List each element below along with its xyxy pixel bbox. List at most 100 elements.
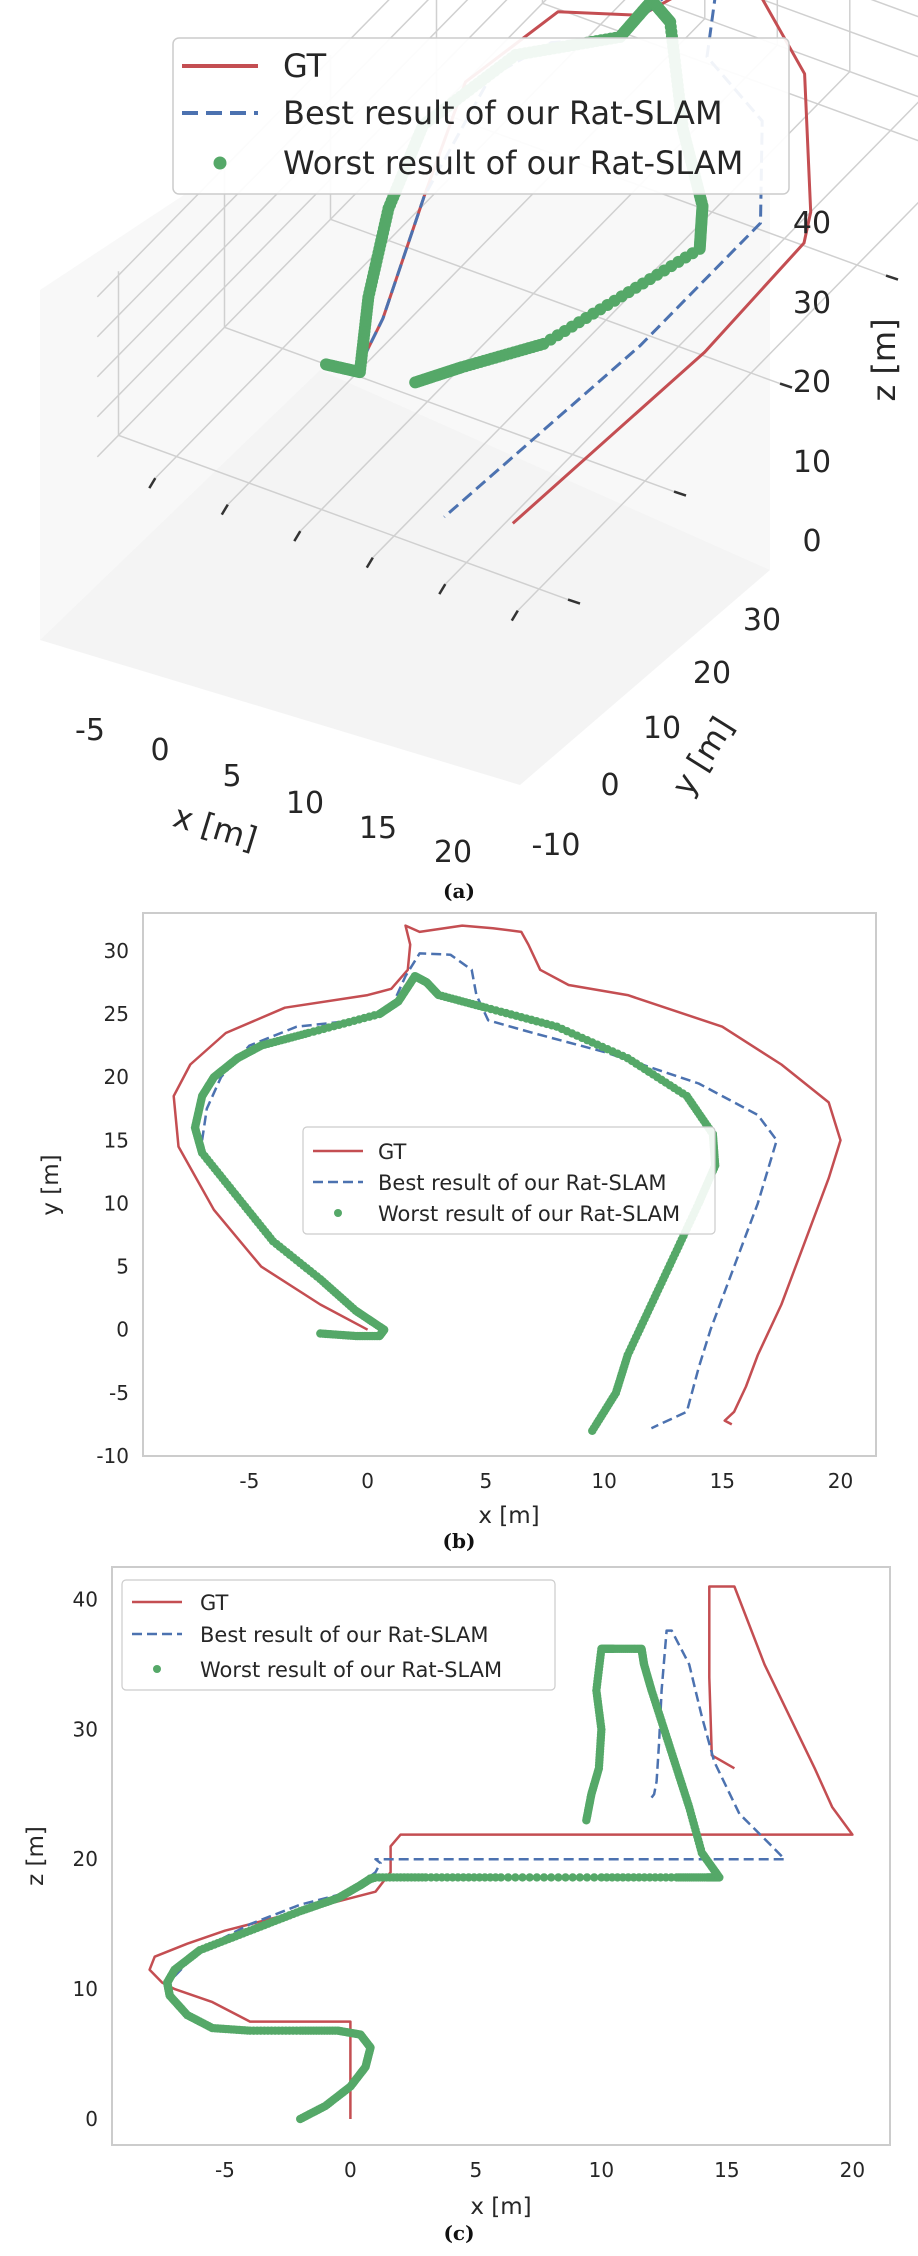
caption-a: (a) (443, 879, 475, 903)
x-tick-label: -5 (215, 2158, 235, 2182)
legend-b: GT Best result of our Rat-SLAM Worst res… (302, 1126, 716, 1235)
data-point (503, 1873, 513, 1882)
data-point (525, 1873, 534, 1882)
legend-box (302, 1126, 716, 1235)
y-tick-label: 15 (104, 1128, 129, 1152)
y-tick-label: 30 (743, 603, 781, 638)
panel-c: -5 0 5 10 15 20 0 10 20 30 40 x [m] z [m] GT Best … (23, 1566, 891, 2245)
y-tick-mark (779, 382, 793, 389)
z-axis-label-3d: z [m] (865, 318, 903, 401)
legend-label-gt: GT (378, 1140, 407, 1164)
legend-label-gt: GT (283, 47, 327, 85)
y-tick-label: 20 (104, 1065, 129, 1089)
legend-swatch-worst (153, 1665, 161, 1673)
x-tick-label: 0 (361, 1469, 374, 1493)
z-tick-label: 30 (793, 286, 831, 321)
z-tick-label: 10 (793, 445, 831, 480)
legend-label-worst: Worst result of our Rat-SLAM (378, 1202, 680, 1226)
data-point (575, 1873, 585, 1882)
caption-b: (b) (443, 1529, 476, 1553)
data-point (588, 1426, 597, 1435)
y-tick-mark (885, 274, 899, 281)
y-tick-label: 0 (85, 2107, 98, 2131)
legend-box (121, 1579, 556, 1691)
series-line-best-3d (353, 0, 764, 519)
data-point (511, 1873, 520, 1882)
caption-c: (c) (443, 2221, 474, 2245)
x-tick-label: -5 (75, 713, 105, 748)
data-point (546, 1873, 556, 1882)
x-tick-label: 20 (434, 835, 472, 870)
x-tick-label: 5 (222, 759, 241, 794)
z-tick-label: 20 (793, 365, 831, 400)
z-tick-label: 40 (793, 206, 831, 241)
x-tick-label: 10 (589, 2158, 614, 2182)
x-tick-label: 0 (344, 2158, 357, 2182)
y-tick-label: 10 (643, 711, 681, 746)
legend-label-best: Best result of our Rat-SLAM (283, 94, 723, 132)
x-tick-label: 20 (840, 2158, 865, 2182)
data-point (582, 1816, 591, 1825)
series-line-gt (148, 1585, 854, 2119)
y-tick-label: 20 (693, 656, 731, 691)
data-point (539, 1873, 549, 1882)
data-point (518, 1873, 527, 1882)
legend-label-best: Best result of our Rat-SLAM (200, 1623, 488, 1647)
y-tick-mark (673, 490, 687, 497)
legend-label-worst: Worst result of our Rat-SLAM (283, 144, 743, 182)
legend-label-worst: Worst result of our Rat-SLAM (200, 1658, 502, 1682)
legend-box (172, 37, 790, 195)
data-point (532, 1873, 542, 1882)
x-tick-mark (293, 530, 302, 542)
floor-grid-line (330, 218, 781, 385)
y-tick-mark (567, 598, 581, 605)
y-tick-label: 40 (73, 1587, 98, 1611)
floor-grid-line (517, 201, 918, 612)
floor-grid-line (444, 101, 918, 585)
y-tick-label: 30 (104, 939, 129, 963)
x-tick-label: 15 (359, 811, 397, 846)
x-tick-label: -5 (239, 1469, 259, 1493)
y-tick-label: 5 (116, 1255, 129, 1279)
y-tick-label: 30 (73, 1717, 98, 1741)
data-point (582, 1873, 592, 1882)
y-tick-label: 25 (104, 1002, 129, 1026)
panel-a: -5 0 5 10 15 20 x [m] -10 0 10 20 30 y [… (40, 0, 918, 903)
data-point (561, 1873, 570, 1882)
x-tick-mark (365, 556, 374, 569)
x-tick-mark (510, 609, 519, 622)
floor-grid-line (224, 326, 675, 493)
x-tick-label: 10 (591, 1469, 616, 1493)
legend-label-best: Best result of our Rat-SLAM (378, 1171, 666, 1195)
x-ticks-3d: -5 0 5 10 15 20 (75, 713, 472, 870)
y-tick-label: 0 (600, 768, 619, 803)
x-axis-label-c: x [m] (470, 2194, 531, 2220)
legend-swatch-worst (334, 1209, 342, 1217)
legend-label-gt: GT (200, 1591, 229, 1615)
legend-swatch-worst (213, 156, 227, 170)
wall-grid-line (761, 0, 918, 58)
z-ticks-3d: 0 10 20 30 40 (793, 206, 831, 559)
y-tick-label: 10 (73, 1977, 98, 2001)
y-tick-label: -10 (96, 1444, 129, 1468)
x-tick-label: 10 (286, 786, 324, 821)
x-tick-label: 15 (710, 1469, 735, 1493)
y-axis-label-c: z [m] (23, 1826, 49, 1886)
data-point (496, 1873, 506, 1882)
series-line-gt (172, 924, 842, 1426)
x-tick-label: 20 (828, 1469, 853, 1493)
x-tick-label: 5 (479, 1469, 492, 1493)
data-point (554, 1873, 563, 1882)
x-tick-mark (220, 503, 229, 516)
y-ticks-3d: -10 0 10 20 30 (532, 603, 782, 863)
x-axis-label-b: x [m] (478, 1503, 539, 1529)
x-tick-mark (438, 583, 447, 595)
data-point (568, 1873, 577, 1882)
x-axis-label-3d: x [m] (169, 797, 262, 858)
data-point (409, 376, 422, 389)
x-tick-mark (148, 477, 157, 489)
x-tick-label: 15 (714, 2158, 739, 2182)
legend-c: GT Best result of our Rat-SLAM Worst res… (121, 1579, 556, 1691)
